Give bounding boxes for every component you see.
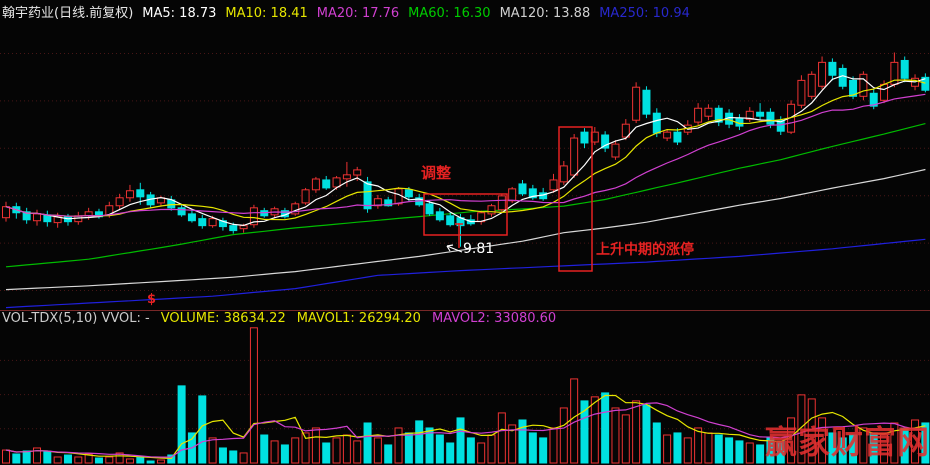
- limit-up-annotation: 上升中期的涨停: [596, 242, 694, 258]
- stock-title: 翰宇药业(日线.前复权): [2, 6, 134, 21]
- ma20-legend: MA20: 17.76: [316, 6, 400, 21]
- ma60-legend: MA60: 16.30: [408, 6, 491, 21]
- volume-indicator-label: VOL-TDX(5,10) VVOL: -: [2, 311, 150, 326]
- volume-value: VOLUME: 38634.22: [160, 311, 286, 326]
- mavol2-value: MAVOL2: 33080.60: [431, 311, 557, 326]
- ma120-legend: MA120: 13.88: [499, 6, 591, 21]
- ma250-legend: MA250: 10.94: [599, 6, 690, 21]
- adjustment-annotation: 调整: [421, 164, 452, 182]
- ma5-legend: MA5: 18.73: [142, 6, 217, 21]
- low-price-annotation: 9.81: [463, 241, 495, 257]
- chart-header: 翰宇药业(日线.前复权) MA5: 18.73 MA10: 18.41 MA20: 1…: [2, 2, 699, 21]
- site-watermark: 赢家财富网: [764, 423, 930, 461]
- dollar-marker: $: [147, 292, 157, 307]
- ma10-legend: MA10: 18.41: [225, 6, 308, 21]
- mavol1-value: MAVOL1: 26294.20: [296, 311, 421, 326]
- volume-header: VOL-TDX(5,10) VVOL: - VOLUME: 38634.22 MAV…: [2, 311, 567, 326]
